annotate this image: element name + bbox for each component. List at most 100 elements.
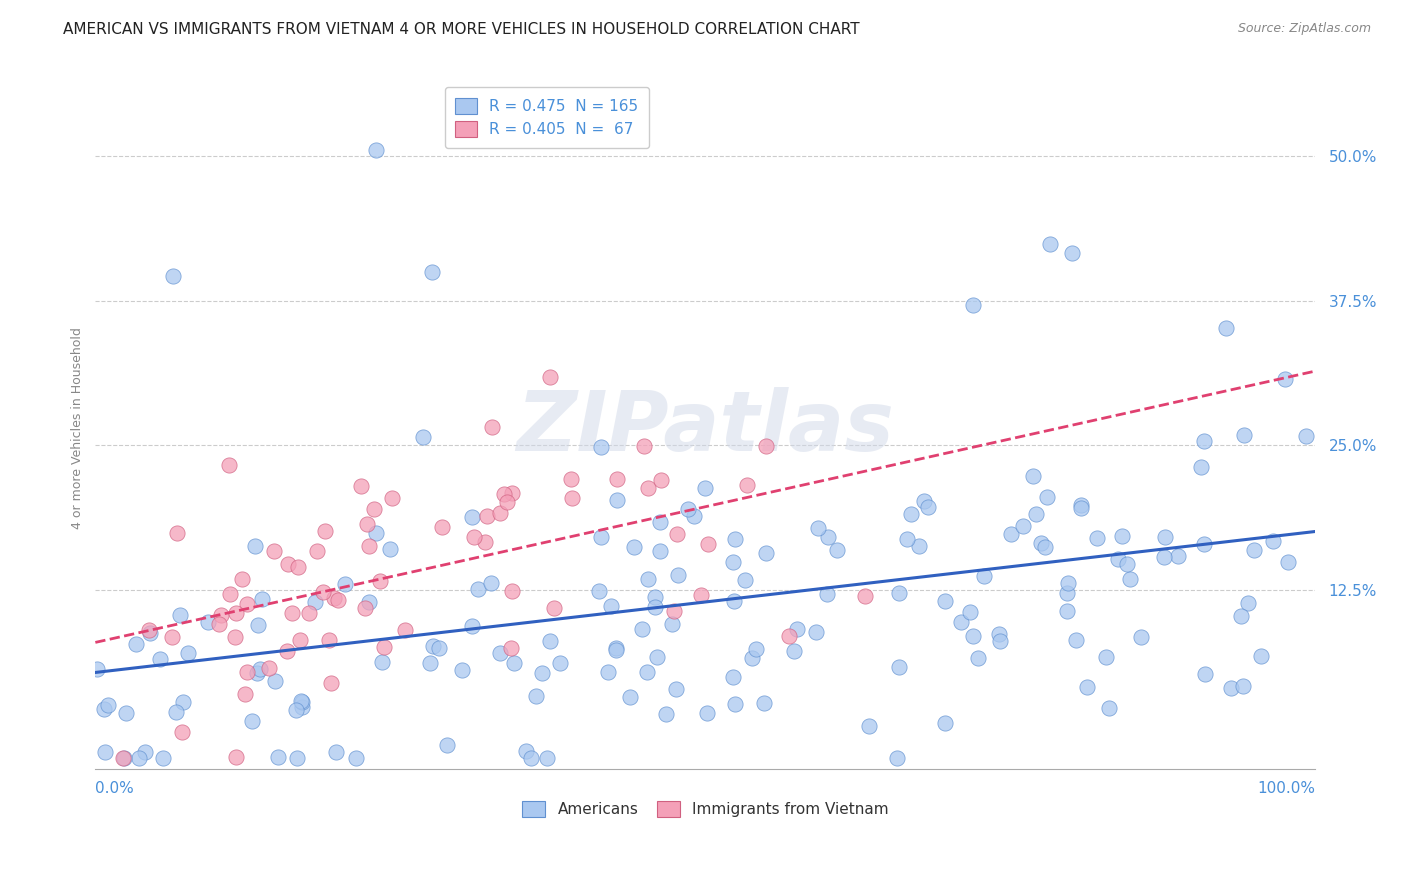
Point [588, 584, 610, 599]
Point [665, 681, 688, 696]
Point [1153, 530, 1175, 544]
Point [1215, 321, 1237, 335]
Point [623, 540, 645, 554]
Point [97, 698, 120, 712]
Point [297, 607, 319, 621]
Point [419, 656, 441, 670]
Point [644, 599, 666, 614]
Point [305, 543, 328, 558]
Point [1095, 650, 1118, 665]
Legend: Americans, Immigrants from Vietnam: Americans, Immigrants from Vietnam [516, 795, 894, 823]
Point [723, 555, 745, 569]
Text: ZIPatlas: ZIPatlas [516, 387, 894, 468]
Point [450, 663, 472, 677]
Point [394, 623, 416, 637]
Point [644, 590, 666, 604]
Point [1076, 680, 1098, 694]
Point [112, 750, 135, 764]
Point [1060, 246, 1083, 260]
Point [1115, 558, 1137, 572]
Point [1033, 541, 1056, 555]
Point [225, 750, 247, 764]
Point [172, 695, 194, 709]
Point [912, 493, 935, 508]
Point [323, 591, 346, 605]
Point [631, 623, 654, 637]
Point [1098, 700, 1121, 714]
Point [422, 639, 444, 653]
Point [650, 515, 672, 529]
Point [755, 439, 778, 453]
Point [1261, 534, 1284, 549]
Point [276, 644, 298, 658]
Point [1070, 499, 1092, 513]
Point [1056, 586, 1078, 600]
Point [356, 517, 378, 532]
Point [1153, 549, 1175, 564]
Point [724, 533, 747, 547]
Point [662, 604, 685, 618]
Point [1025, 507, 1047, 521]
Point [538, 369, 561, 384]
Point [357, 540, 380, 554]
Point [515, 744, 537, 758]
Point [591, 530, 613, 544]
Point [224, 630, 246, 644]
Point [321, 676, 343, 690]
Point [530, 665, 553, 680]
Point [246, 617, 269, 632]
Point [886, 750, 908, 764]
Point [1220, 681, 1243, 695]
Point [373, 640, 395, 655]
Point [665, 527, 688, 541]
Point [366, 143, 388, 157]
Point [887, 586, 910, 600]
Point [368, 574, 391, 589]
Point [900, 508, 922, 522]
Point [285, 703, 308, 717]
Point [988, 627, 1011, 641]
Point [170, 725, 193, 739]
Point [962, 629, 984, 643]
Point [934, 716, 956, 731]
Point [249, 662, 271, 676]
Point [807, 520, 830, 534]
Point [754, 696, 776, 710]
Point [1194, 536, 1216, 550]
Point [1230, 608, 1253, 623]
Point [959, 605, 981, 619]
Point [1194, 667, 1216, 681]
Point [461, 618, 484, 632]
Point [536, 750, 558, 764]
Point [591, 440, 613, 454]
Point [1064, 632, 1087, 647]
Point [1189, 460, 1212, 475]
Point [723, 594, 745, 608]
Point [1167, 549, 1189, 564]
Point [197, 615, 219, 629]
Point [636, 665, 658, 679]
Point [1129, 631, 1152, 645]
Point [605, 642, 627, 657]
Point [655, 707, 678, 722]
Point [1085, 532, 1108, 546]
Point [779, 629, 801, 643]
Point [1274, 372, 1296, 386]
Point [257, 660, 280, 674]
Point [741, 650, 763, 665]
Point [650, 474, 672, 488]
Point [599, 599, 621, 614]
Point [225, 606, 247, 620]
Point [481, 420, 503, 434]
Point [287, 560, 309, 574]
Point [354, 601, 377, 615]
Point [637, 481, 659, 495]
Point [619, 690, 641, 705]
Point [263, 544, 285, 558]
Point [1233, 428, 1256, 442]
Point [501, 486, 523, 500]
Point [207, 617, 229, 632]
Point [917, 500, 939, 514]
Point [1107, 551, 1129, 566]
Point [1070, 500, 1092, 515]
